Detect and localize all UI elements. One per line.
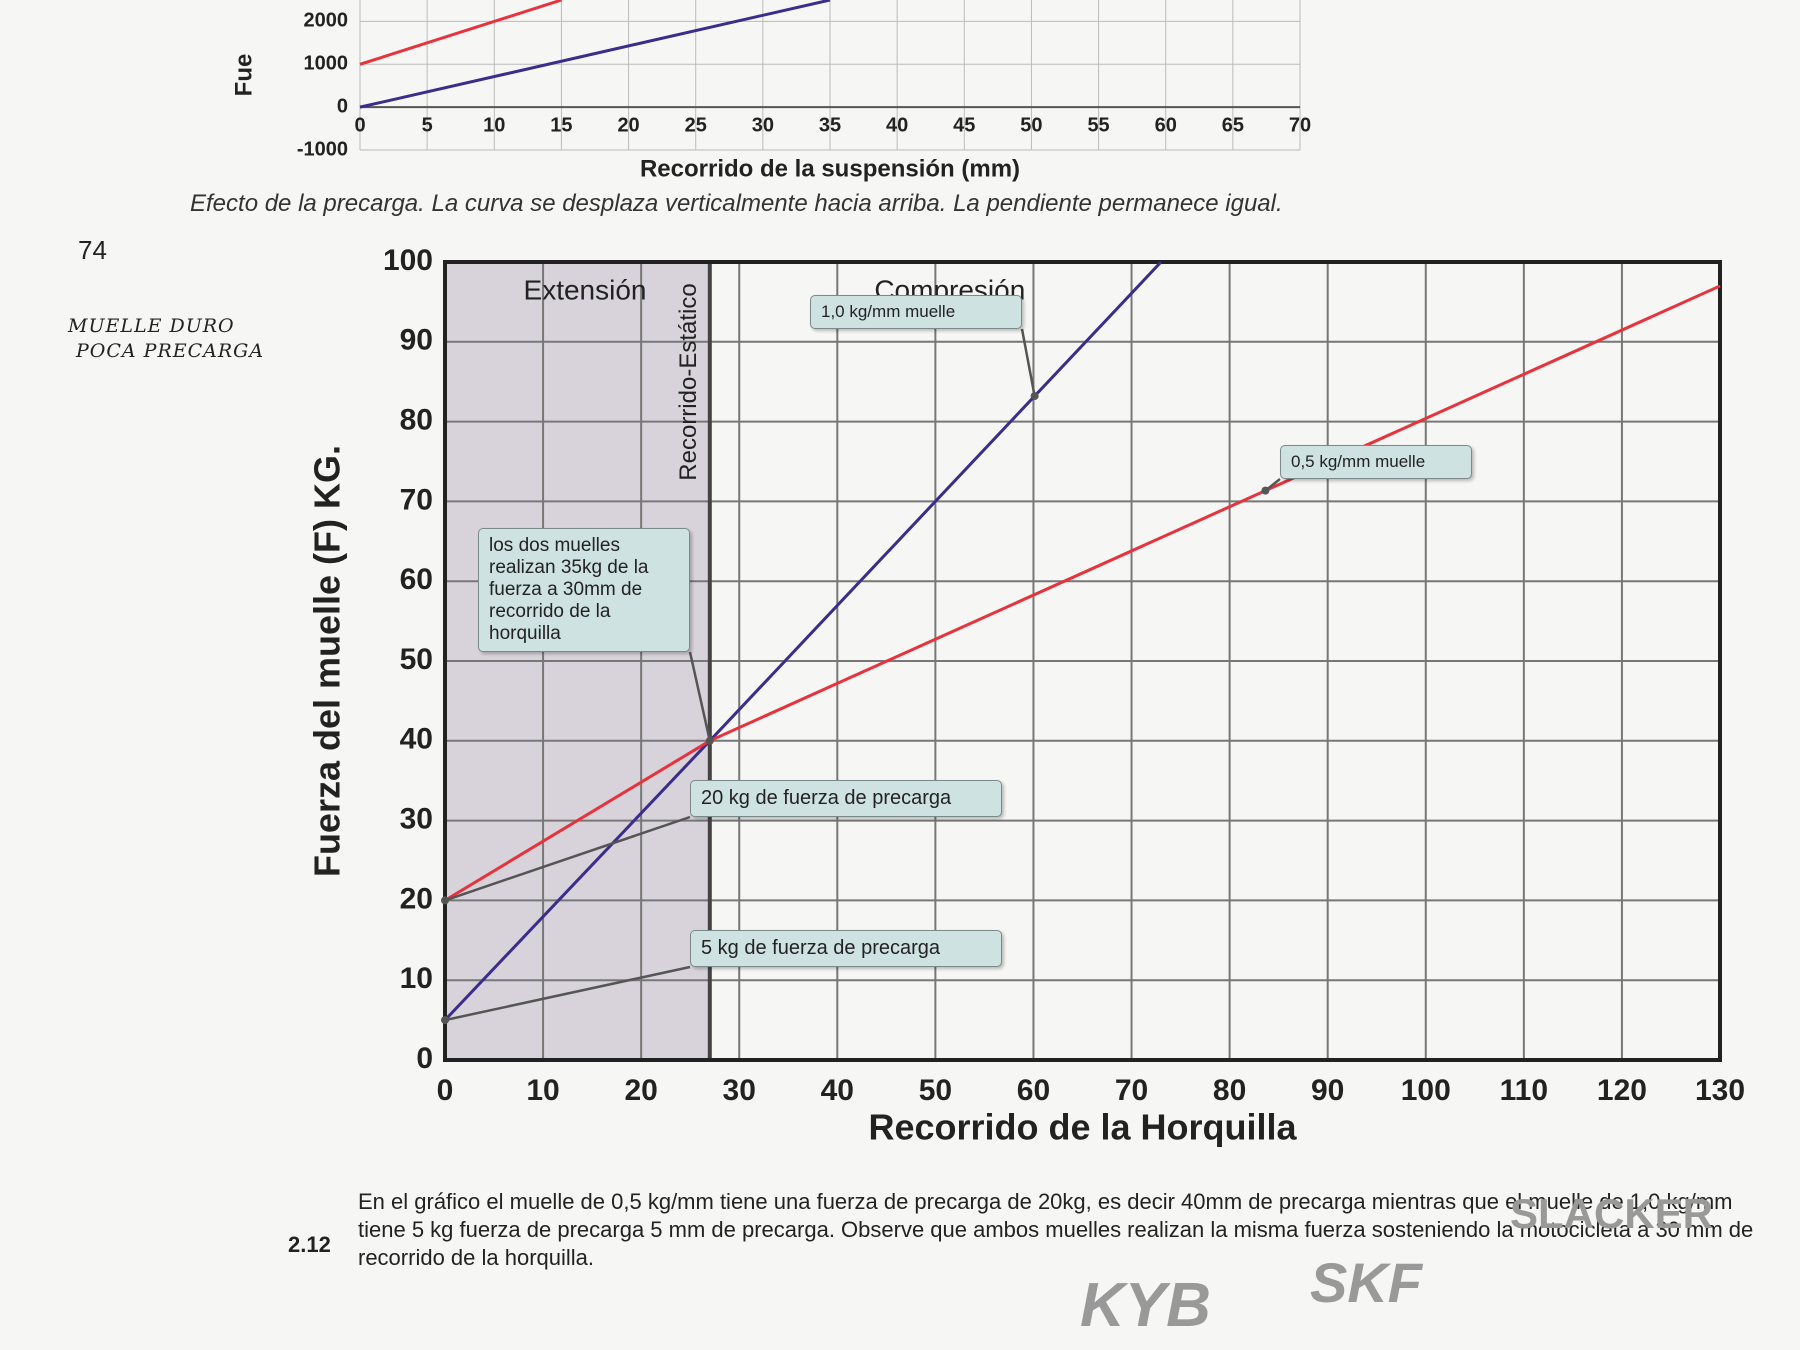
- callout-arrowhead: [705, 736, 714, 745]
- callout-arrowhead: [1030, 392, 1039, 401]
- y-tick-label: 90: [400, 324, 433, 357]
- y-tick-label: 20: [400, 882, 433, 915]
- x-tick-label: 60: [1155, 114, 1177, 136]
- x-tick-label: 30: [752, 114, 774, 136]
- x-tick-label: 40: [886, 114, 908, 136]
- logo: SKF: [1310, 1251, 1422, 1314]
- x-tick-label: 0: [354, 114, 365, 136]
- x-tick-label: 90: [1311, 1074, 1344, 1107]
- figure-number: 2.12: [288, 1232, 331, 1257]
- x-tick-label: 45: [953, 114, 975, 136]
- y-axis-label: Fuerza del muelle (F) KG.: [307, 445, 348, 877]
- callout-arrow: [688, 651, 712, 742]
- x-axis-label: Recorrido de la Horquilla: [868, 1107, 1297, 1148]
- y-tick-label: 40: [400, 723, 433, 756]
- callout: los dos muelles realizan 35kg de la fuer…: [478, 528, 690, 652]
- series-line: [359, 0, 562, 66]
- callout-arrow: [1020, 328, 1036, 397]
- x-tick-label: 50: [919, 1074, 952, 1107]
- page-number: 74: [78, 235, 107, 265]
- x-tick-label: 25: [685, 114, 707, 136]
- logo: KYB: [1080, 1271, 1211, 1340]
- x-tick-label: 55: [1087, 114, 1109, 136]
- y-tick-label: 10: [400, 962, 433, 995]
- y-tick-label: 60: [400, 563, 433, 596]
- figure-caption: Efecto de la precarga. La curva se despl…: [190, 190, 1283, 217]
- x-tick-label: 70: [1289, 114, 1311, 136]
- y-tick-label: 100: [383, 244, 433, 277]
- logo: SLACKER: [1510, 1190, 1714, 1237]
- y-tick-label: 0: [337, 95, 348, 117]
- callout: 5 kg de fuerza de precarga: [690, 930, 1002, 967]
- handwritten-note: POCA PRECARGA: [76, 340, 265, 362]
- x-tick-label: 30: [723, 1074, 756, 1107]
- y-tick-label: 0: [416, 1042, 433, 1075]
- x-tick-label: 20: [617, 114, 639, 136]
- callout-arrowhead: [1261, 486, 1270, 495]
- x-tick-label: 40: [821, 1074, 854, 1107]
- figure-text: En el gráfico el muelle de 0,5 kg/mm tie…: [358, 1189, 1754, 1270]
- x-tick-label: 0: [437, 1074, 454, 1107]
- x-tick-label: 60: [1017, 1074, 1050, 1107]
- x-tick-label: 130: [1695, 1074, 1745, 1107]
- callout: 0,5 kg/mm muelle: [1280, 445, 1472, 479]
- x-tick-label: 100: [1401, 1074, 1451, 1107]
- y-tick-label: 80: [400, 404, 433, 437]
- x-axis-label: Recorrido de la suspensión (mm): [640, 155, 1020, 182]
- static-travel-label: Recorrido-Estático: [675, 283, 702, 480]
- x-tick-label: 35: [819, 114, 841, 136]
- x-tick-label: 20: [624, 1074, 657, 1107]
- plot-frame: [443, 260, 1722, 1062]
- y-tick-label: 2000: [304, 10, 349, 32]
- callout-arrow: [444, 815, 691, 902]
- series-line: [359, 0, 831, 109]
- handwritten-note: MUELLE DURO: [68, 315, 235, 337]
- y-tick-label: 50: [400, 643, 433, 676]
- callout: 20 kg de fuerza de precarga: [690, 780, 1002, 817]
- y-tick-label: 30: [400, 803, 433, 836]
- x-tick-label: 120: [1597, 1074, 1647, 1107]
- x-tick-label: 110: [1500, 1074, 1548, 1107]
- callout: 1,0 kg/mm muelle: [810, 295, 1022, 329]
- callout-arrow: [444, 965, 691, 1022]
- callout-arrowhead: [441, 1016, 449, 1025]
- x-tick-label: 50: [1020, 114, 1042, 136]
- x-tick-label: 70: [1115, 1074, 1148, 1107]
- y-tick-label: -1000: [297, 138, 348, 160]
- x-tick-label: 65: [1222, 114, 1244, 136]
- region-label: Extensión: [524, 274, 647, 305]
- y-tick-label: 1000: [304, 53, 349, 75]
- y-axis-label: Fue: [230, 54, 257, 97]
- y-tick-label: 70: [400, 483, 433, 516]
- x-tick-label: 10: [483, 114, 505, 136]
- x-tick-label: 10: [526, 1074, 559, 1107]
- x-tick-label: 15: [550, 114, 572, 136]
- callout-arrowhead: [441, 896, 449, 905]
- x-tick-label: 5: [422, 114, 433, 136]
- x-tick-label: 80: [1213, 1074, 1246, 1107]
